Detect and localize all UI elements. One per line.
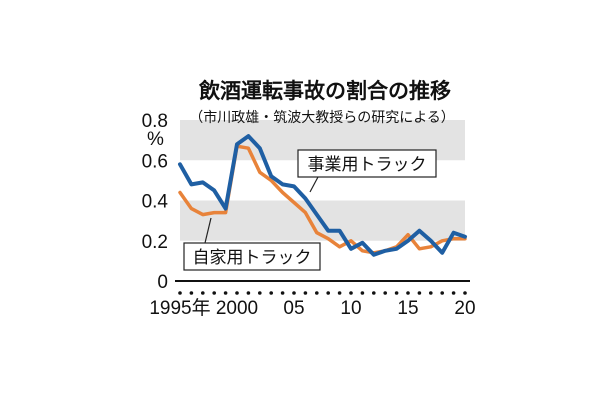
series-lines [178,134,467,257]
year-dot [394,291,399,295]
y-tick-label: 0.6 [142,151,168,172]
x-tick-label: 05 [283,298,304,319]
chart-title: 飲酒運転事故の割合の推移 [198,79,451,103]
x-tick-label: 20 [454,298,475,319]
year-dot [463,291,467,295]
year-dot [178,291,182,295]
year-dot [280,291,285,295]
legend-label-business-truck: 事業用トラック [297,149,437,193]
series-label-private: 自家用トラック [193,248,312,268]
x-axis [175,280,470,295]
year-dot [372,291,376,295]
y-unit-label: % [147,129,164,150]
year-dot [451,291,456,295]
y-tick-label: 0 [157,272,168,293]
year-dot [303,291,308,295]
y-tick-label: 0.2 [142,232,168,253]
year-dot [212,291,216,295]
year-dot [292,291,296,295]
year-dot [440,291,445,295]
chart-subtitle: （市川政雄・筑波大教授らの研究による） [189,109,455,126]
year-dot [326,291,331,295]
legend-label-private-truck: 自家用トラック [183,217,321,271]
x-tick-label: 10 [340,298,361,319]
grid-bands [180,120,465,241]
year-dot [383,291,388,295]
series-line-0 [178,134,467,257]
x-tick-label: 15 [397,298,418,319]
year-dot [246,291,251,295]
year-dot [223,291,228,295]
year-dot [201,291,205,295]
y-tick-label: 0.8 [142,111,168,132]
year-dot [269,291,274,295]
x-tick-label: 1995年 [149,297,210,319]
year-dot [406,291,410,295]
year-dot [315,291,319,295]
tick-labels: 0 0.2 0.4 0.6 0.8 1995年 2000 05 10 15 20 [142,111,476,319]
year-dot [235,291,239,295]
x-tick-label: 2000 [216,298,258,319]
y-tick-label: 0.4 [142,192,169,213]
year-dot [189,291,194,295]
year-dot [349,291,353,295]
year-dot [417,291,422,295]
year-dot [360,291,365,295]
year-dot [429,291,433,295]
year-dot [337,291,342,295]
series-label-business: 事業用トラック [308,155,427,175]
year-dot [258,291,262,295]
